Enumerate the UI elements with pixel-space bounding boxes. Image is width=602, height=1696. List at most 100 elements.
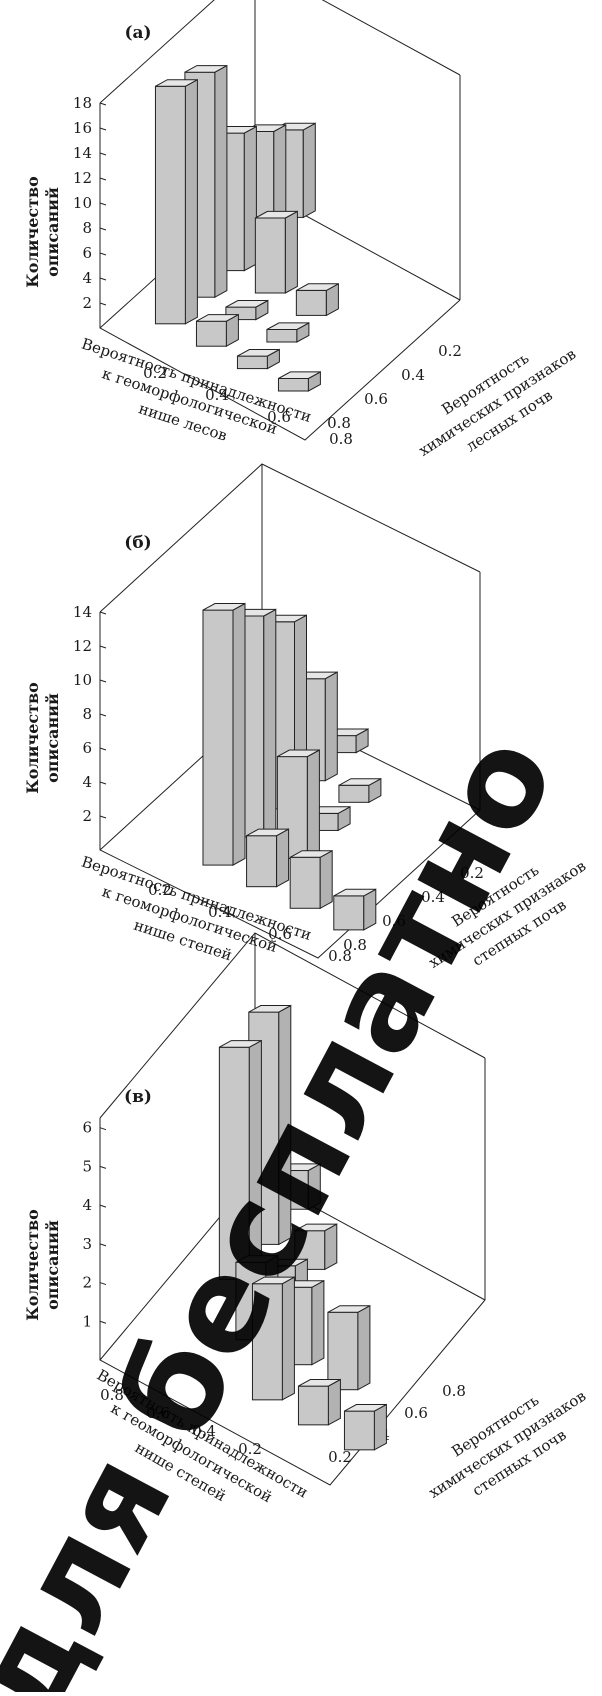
x-tick-label: 0.8	[329, 430, 353, 448]
bar	[225, 299, 269, 321]
bar-front-face	[277, 378, 309, 392]
bar-side-face	[263, 608, 277, 838]
bar-top-face	[248, 1005, 292, 1013]
bar-side-face	[324, 671, 338, 782]
bar-front-face	[266, 329, 298, 343]
bar-front-face	[251, 1283, 283, 1401]
floor-front-edges	[99, 612, 481, 959]
bar-top-face	[338, 778, 382, 786]
bar-side-face	[232, 602, 246, 866]
y-tick-mark	[99, 781, 107, 785]
bar	[195, 313, 239, 348]
z-tick-label: 0.2	[460, 864, 484, 882]
bar	[251, 1276, 295, 1401]
y-tick-label: 10	[73, 194, 92, 212]
bar-side-face	[357, 1304, 371, 1391]
y-tick-mark	[99, 1282, 107, 1286]
x-tick-label: 0.2	[148, 881, 172, 899]
y-tick-mark	[99, 1243, 107, 1247]
bar-front-face	[202, 609, 234, 866]
bar-side-face	[327, 1378, 341, 1426]
y-tick-label: 6	[82, 244, 92, 262]
y-tick-label: 14	[73, 603, 92, 621]
x-tick-label: 0.8	[328, 947, 352, 965]
x-tick-label: 0.2	[238, 1440, 262, 1458]
y-tick-label: 3	[82, 1235, 92, 1253]
bar-top-face	[235, 1255, 279, 1263]
y-tick-mark	[99, 1165, 107, 1169]
bar-top-face	[296, 283, 339, 291]
y-tick-label: 12	[73, 637, 92, 655]
bar	[327, 1304, 371, 1391]
bar-side-face	[284, 210, 298, 294]
bar-side-face	[306, 749, 320, 860]
top-back-edges	[99, 463, 481, 613]
y-tick-label: 12	[73, 169, 92, 187]
bar-front-face	[154, 85, 186, 325]
y-tick-label: 16	[73, 119, 92, 137]
bar-top-face	[155, 79, 198, 87]
y-tick-mark	[99, 102, 107, 106]
plot-frame	[99, 463, 481, 959]
panel-label: (в)	[124, 1087, 152, 1107]
bar	[246, 828, 290, 888]
x-tick-label: 0.6	[267, 408, 291, 426]
bar-front-face	[297, 1385, 329, 1426]
z-tick-label: 0.2	[438, 342, 462, 360]
bar	[338, 777, 382, 804]
y-tick-mark	[99, 302, 107, 306]
bar-front-face	[327, 1311, 359, 1391]
bar-top-face	[294, 1223, 338, 1232]
bar-side-face	[373, 1403, 387, 1451]
bar-top-face	[289, 850, 333, 858]
bar-front-face	[289, 856, 321, 909]
bar-top-face	[219, 1040, 262, 1048]
bar-side-face	[276, 828, 290, 888]
panel-label: (б)	[124, 533, 151, 553]
bar-front-face	[246, 835, 278, 888]
z-tick-label: 0.6	[382, 912, 406, 930]
chart-panel-1: 2 4 6 8 10 12 14 16 18 (а) Количество описаний 0.2 0.…	[23, 0, 579, 460]
bar-top-face	[266, 322, 310, 330]
bar-side-face	[302, 122, 316, 219]
z-tick-label: 0.8	[327, 414, 351, 432]
y-axis-title-line: Количество	[23, 682, 42, 794]
y-tick-label: 5	[82, 1157, 92, 1175]
x-tick-label: 0.6	[268, 925, 292, 943]
bar-top-face	[237, 349, 280, 357]
y-axis-title-line: Количество	[23, 1209, 42, 1321]
bar	[333, 888, 377, 931]
bar-front-face	[254, 217, 286, 294]
y-tick-label: 6	[82, 739, 92, 757]
y-tick-mark	[99, 127, 107, 131]
y-axis-title-line: описаний	[43, 1220, 62, 1310]
x-tick-label: 0.4	[205, 386, 229, 404]
bar-front-face	[295, 289, 327, 316]
y-tick-mark	[99, 645, 107, 649]
y-tick-mark	[99, 252, 107, 256]
bar-top-face	[255, 210, 298, 219]
y-tick-mark	[99, 1320, 107, 1324]
x-tick-label: 0.2	[143, 364, 167, 382]
y-tick-mark	[99, 152, 107, 156]
bar-top-face	[252, 1276, 295, 1285]
floor-front-edges	[99, 1118, 486, 1486]
y-axis-title-line: Количество	[23, 176, 42, 288]
bar-top-face	[278, 371, 321, 379]
y-axis-title: Количество описаний	[23, 176, 62, 288]
bar	[254, 210, 298, 294]
bar-side-face	[311, 1279, 325, 1366]
x-tick-label: 0.4	[208, 903, 232, 921]
y-tick-mark	[99, 1204, 107, 1208]
bar-top-face	[202, 603, 246, 611]
y-tick-mark	[99, 611, 107, 615]
z-tick-label: 0.4	[421, 888, 445, 906]
y-axis-title-line: описаний	[43, 693, 62, 783]
y-tick-mark	[99, 815, 107, 819]
bar-top-face	[277, 749, 320, 758]
y-tick-label: 8	[82, 219, 92, 237]
bar	[289, 849, 333, 910]
